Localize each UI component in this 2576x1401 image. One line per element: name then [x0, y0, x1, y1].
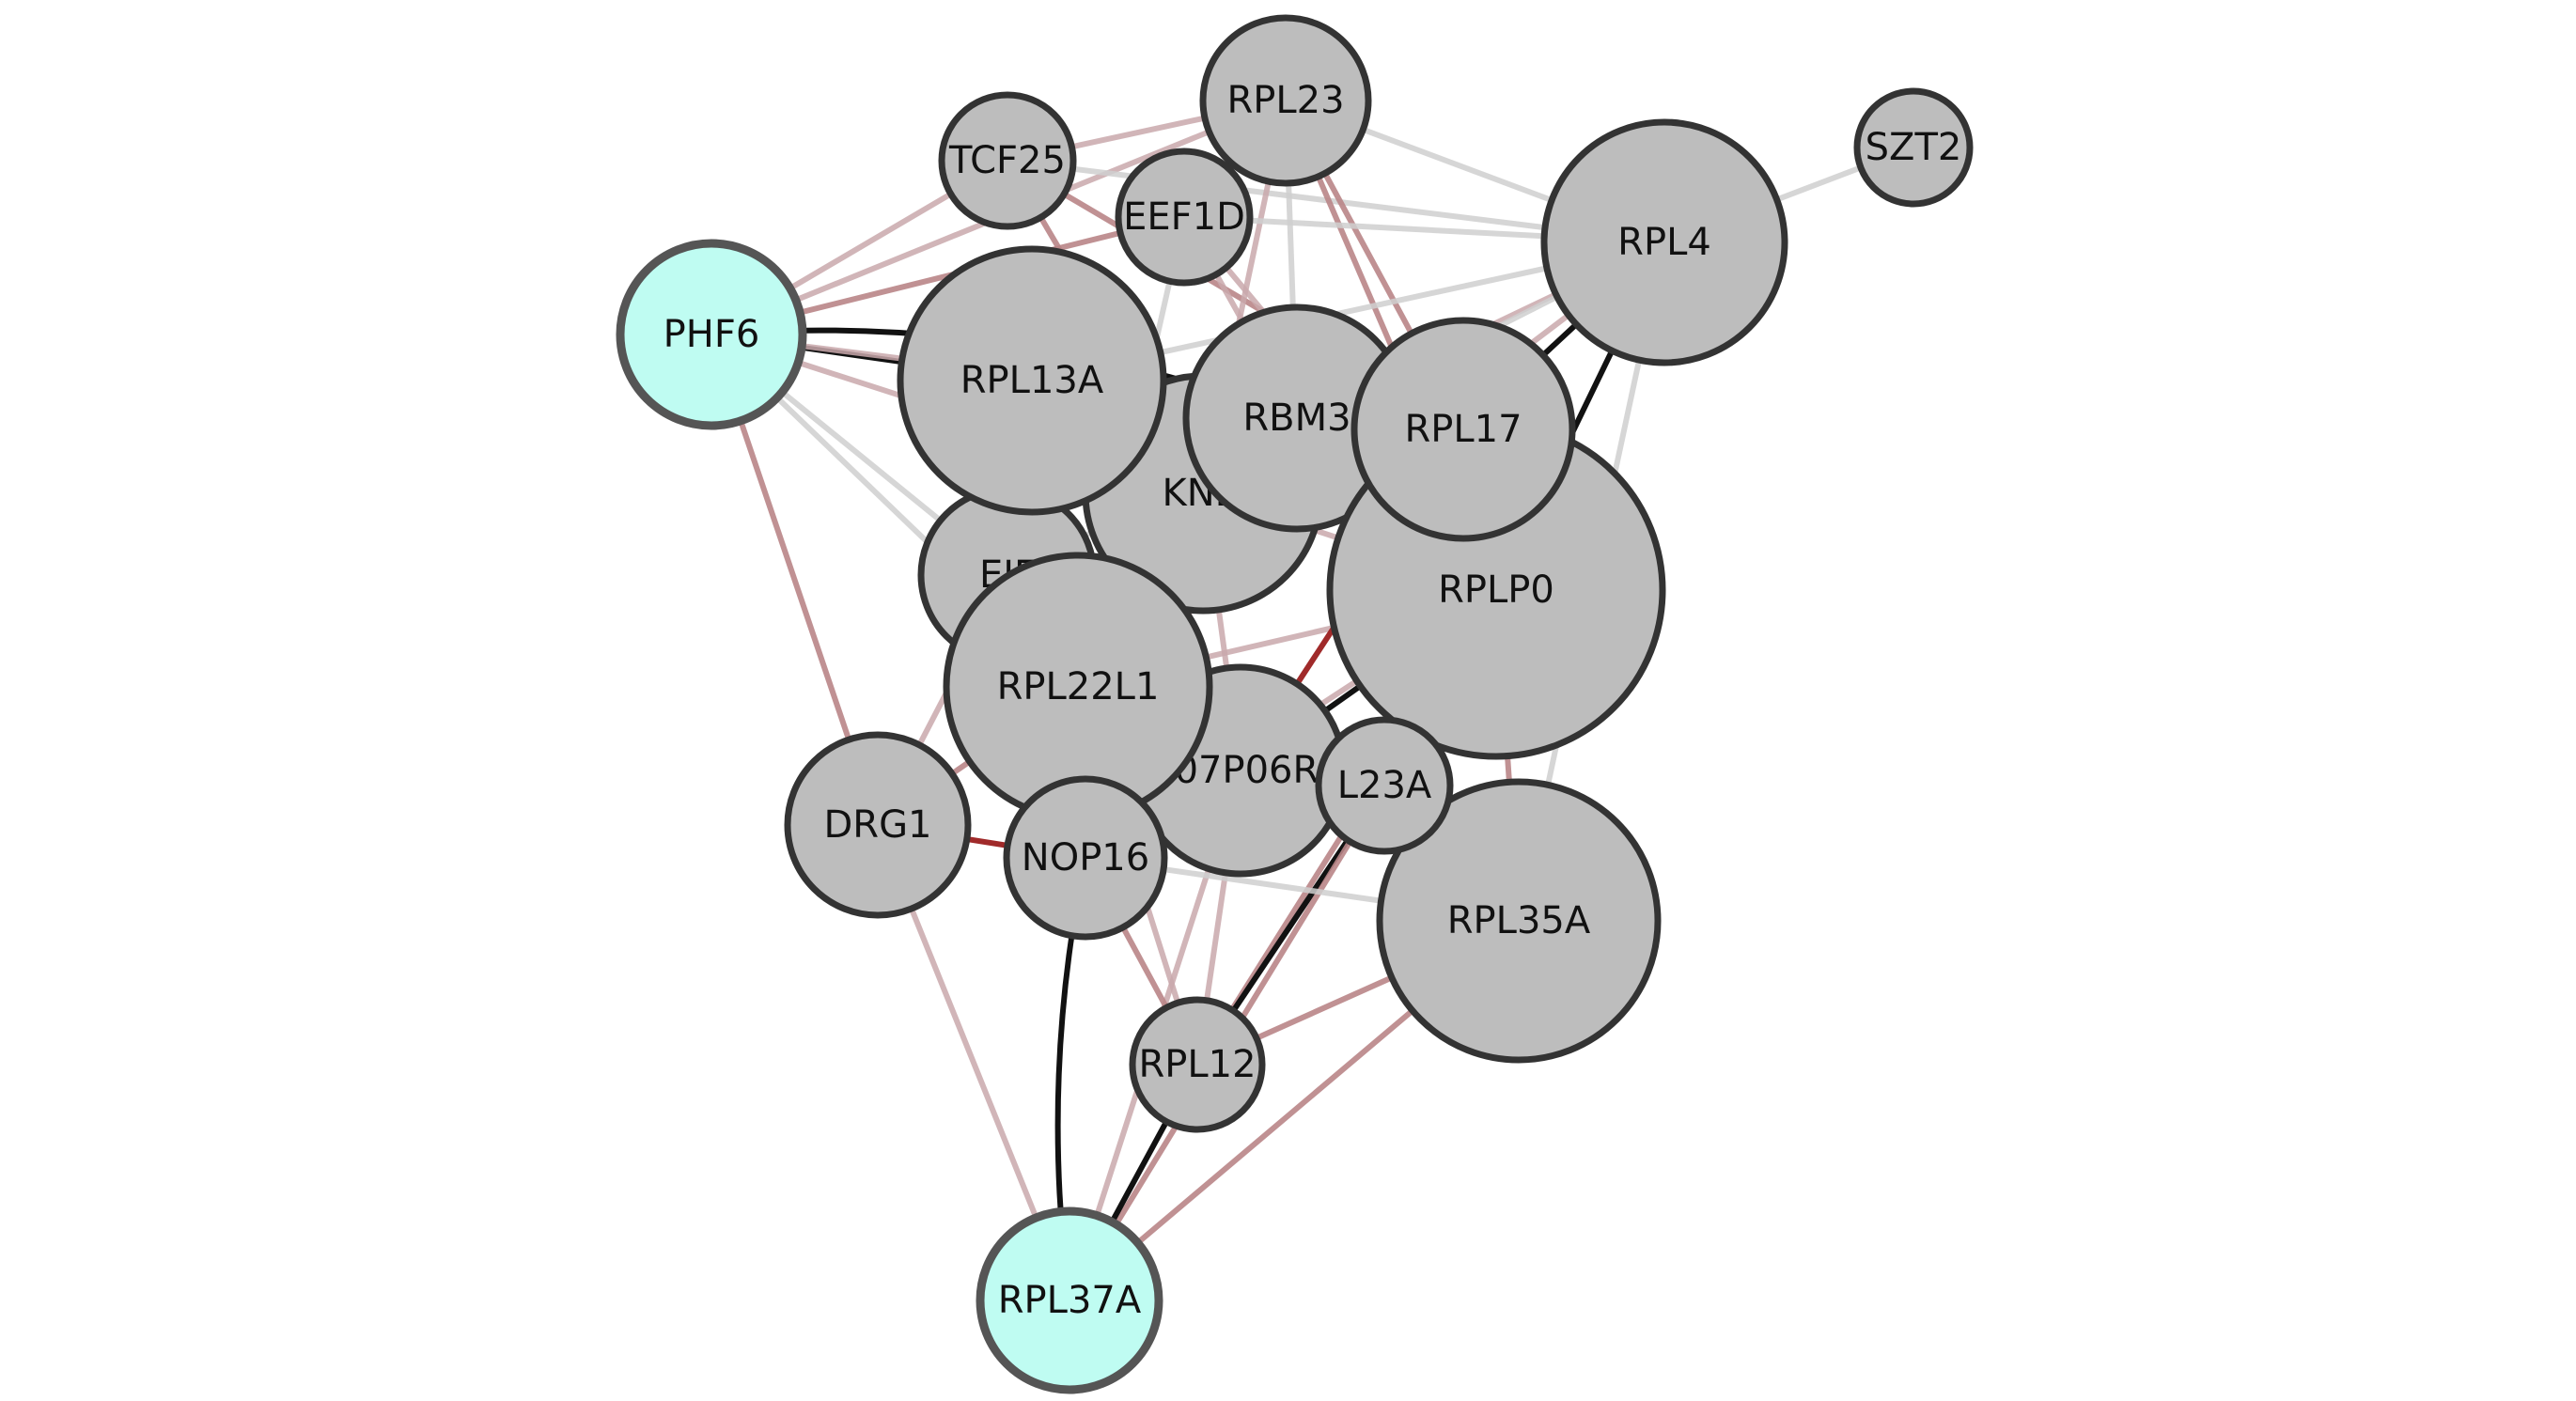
node-label-phf6: PHF6 [664, 313, 760, 356]
node-label-rpl17: RPL17 [1404, 408, 1522, 451]
node-rpl12[interactable]: RPL12 [1129, 996, 1266, 1133]
node-label-eef1d: EEF1D [1123, 195, 1245, 239]
node-label-rpl23a: L23A [1337, 764, 1432, 807]
node-label-rpl35a: RPL35A [1447, 899, 1591, 942]
node-label-rplp0: RPLP0 [1438, 568, 1554, 612]
node-phf6[interactable]: PHF6 [616, 239, 807, 430]
node-label-szt2: SZT2 [1866, 126, 1962, 169]
node-label-rpl13a: RPL13A [960, 359, 1104, 402]
node-circle-rpl13a[interactable] [897, 245, 1167, 516]
node-circle-eef1d[interactable] [1115, 148, 1254, 287]
node-circle-rpl12[interactable] [1129, 996, 1266, 1133]
node-rpl23[interactable]: RPL23 [1199, 14, 1372, 187]
node-circle-tcf25[interactable] [938, 91, 1077, 230]
node-label-rpl37a: RPL37A [998, 1279, 1142, 1322]
node-label-rpl22l1: RPL22L1 [997, 665, 1160, 708]
node-circle-rpl23[interactable] [1199, 14, 1372, 187]
node-label-rbm3: RBM3 [1242, 397, 1350, 440]
node-circle-szt2[interactable] [1853, 87, 1974, 208]
node-nop16[interactable]: NOP16 [1003, 775, 1168, 941]
node-circle-drg1[interactable] [784, 731, 972, 919]
node-eef1d[interactable]: EEF1D [1115, 148, 1254, 287]
node-label-nop16: NOP16 [1022, 836, 1149, 880]
node-label-tcf25: TCF25 [948, 139, 1066, 182]
node-label-rpl12: RPL12 [1138, 1043, 1256, 1086]
node-layer: SZT2RPL4RPL23TCF25EEF1DPHF6EIFKNDRPL13AR… [616, 14, 1974, 1394]
node-label-rpl23: RPL23 [1226, 79, 1344, 122]
node-drg1[interactable]: DRG1 [784, 731, 972, 919]
node-label-drg1: DRG1 [823, 803, 931, 847]
node-tcf25[interactable]: TCF25 [938, 91, 1077, 230]
node-rpl17[interactable]: RPL17 [1350, 317, 1576, 542]
node-circle-rpl37a[interactable] [976, 1206, 1163, 1394]
node-rpl22l1[interactable]: RPL22L1 [943, 552, 1213, 822]
node-rpl37a[interactable]: RPL37A [976, 1206, 1163, 1394]
node-circle-phf6[interactable] [616, 239, 807, 430]
node-rpl35a[interactable]: RPL35A [1376, 778, 1662, 1064]
node-circle-rpl35a[interactable] [1376, 778, 1662, 1064]
node-circle-rpl17[interactable] [1350, 317, 1576, 542]
node-rbm3[interactable]: RBM3 [1182, 304, 1412, 533]
node-rpl4[interactable]: RPL4 [1540, 118, 1788, 366]
node-circle-nop16[interactable] [1003, 775, 1168, 941]
node-circle-rpl23a[interactable] [1315, 716, 1454, 855]
node-label-rpl4: RPL4 [1617, 221, 1711, 264]
node-szt2[interactable]: SZT2 [1853, 87, 1974, 208]
node-rpl13a[interactable]: RPL13A [897, 245, 1167, 516]
node-circle-rpl4[interactable] [1540, 118, 1788, 366]
node-rpl23a[interactable]: L23A [1315, 716, 1454, 855]
